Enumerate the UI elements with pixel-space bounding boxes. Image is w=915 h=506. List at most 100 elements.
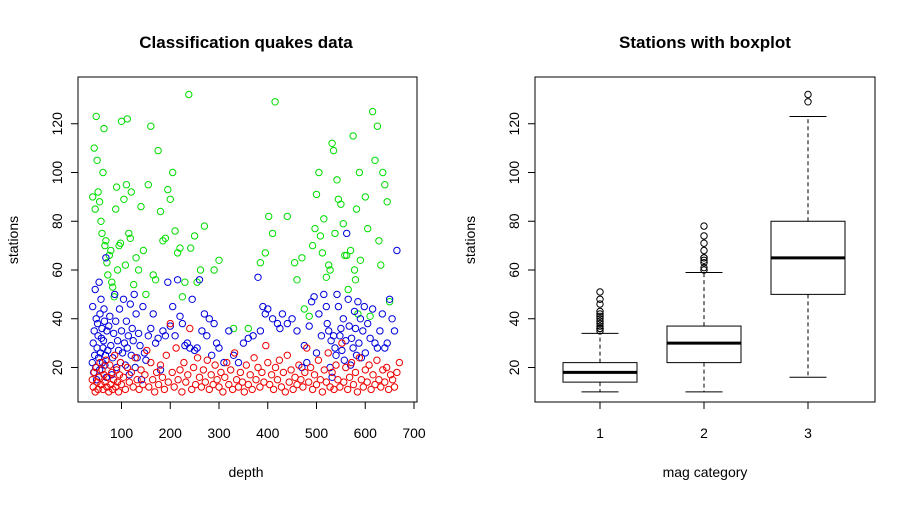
scatter-point: [151, 388, 159, 396]
scatter-point: [147, 324, 155, 333]
scatter-point: [208, 351, 216, 359]
scatter-point: [300, 305, 308, 313]
boxplot-y-tick-label: 100: [506, 161, 522, 185]
scatter-point: [225, 380, 233, 389]
scatter-point: [100, 371, 108, 379]
boxplot-panel: Stations with boxplot 1 2 3 20 40 60 80 100 120…: [462, 33, 876, 480]
scatter-point: [352, 205, 361, 213]
scatter-point: [250, 354, 258, 362]
scatter-point: [357, 354, 366, 362]
scatter-point: [262, 341, 270, 350]
scatter-point: [147, 122, 155, 130]
scatter-y-axis: 20 40 60 80 100 120: [49, 112, 79, 375]
scatter-point: [103, 327, 111, 335]
scatter-y-label: stations: [5, 216, 21, 264]
scatter-point: [303, 358, 311, 367]
scatter-point: [188, 295, 196, 303]
outlier-point: [804, 98, 812, 106]
scatter-point: [133, 354, 141, 362]
scatter-point: [164, 378, 173, 386]
boxplot-boxes: [562, 90, 846, 393]
scatter-point: [239, 339, 248, 347]
scatter-point: [110, 376, 118, 384]
scatter-point: [112, 205, 120, 213]
scatter-point: [134, 266, 143, 274]
outlier-point: [700, 232, 708, 240]
scatter-point: [90, 368, 98, 377]
scatter-point: [176, 312, 184, 320]
scatter-point: [322, 273, 330, 281]
scatter-point: [137, 202, 145, 211]
scatter-point: [205, 315, 214, 323]
scatter-point: [325, 261, 333, 269]
scatter-point: [367, 385, 375, 394]
outlier-point: [596, 317, 604, 325]
scatter-point: [98, 366, 106, 374]
scatter-point: [106, 361, 114, 369]
scatter-point: [215, 344, 223, 352]
scatter-point: [339, 220, 347, 228]
scatter-point: [310, 293, 318, 301]
scatter-point: [326, 383, 334, 391]
scatter-point: [230, 349, 239, 357]
scatter-point: [359, 383, 367, 391]
scatter-point: [268, 229, 277, 238]
scatter-point: [366, 312, 374, 320]
scatter-point: [361, 349, 369, 357]
scatter-point: [123, 363, 132, 372]
scatter-point: [279, 368, 288, 377]
scatter-point: [93, 344, 101, 352]
outlier-point: [596, 310, 604, 318]
scatter-point: [169, 302, 177, 311]
scatter-point: [333, 290, 341, 299]
scatter-point: [170, 383, 178, 391]
scatter-point: [337, 324, 345, 333]
scatter-point: [123, 115, 132, 123]
scatter-point: [340, 378, 348, 386]
scatter-point: [368, 107, 377, 116]
scatter-point: [133, 376, 141, 384]
outlier-point: [700, 222, 708, 230]
scatter-point: [283, 212, 291, 221]
scatter-point: [132, 254, 140, 262]
scatter-point: [371, 156, 379, 165]
scatter-point: [137, 366, 145, 374]
scatter-point: [375, 237, 383, 245]
scatter-point: [373, 344, 382, 352]
scatter-point: [200, 310, 209, 318]
scatter-point: [354, 298, 362, 306]
scatter-point: [127, 188, 136, 196]
scatter-point: [115, 305, 124, 313]
scatter-point: [390, 383, 399, 391]
scatter-point: [123, 344, 132, 352]
boxplot-y-tick-label: 120: [506, 112, 522, 136]
scatter-point: [345, 373, 354, 381]
scatter-point: [90, 327, 98, 335]
scatter-point: [210, 266, 218, 274]
scatter-x-axis: 100 200 300 400 500 600 700: [110, 401, 426, 441]
scatter-point: [134, 329, 143, 338]
boxplot-y-axis: 20 40 60 80 100 120: [506, 112, 536, 375]
scatter-point: [355, 168, 364, 177]
scatter-point: [197, 383, 206, 391]
scatter-point: [326, 266, 334, 274]
scatter-point: [213, 376, 221, 384]
scatter-point: [113, 378, 122, 386]
scatter-point: [141, 371, 149, 379]
scatter-point: [136, 341, 144, 350]
scatter-point: [112, 363, 121, 372]
scatter-title: Classification quakes data: [139, 33, 353, 52]
scatter-point: [254, 363, 262, 372]
scatter-point: [285, 378, 293, 386]
scatter-point: [277, 383, 286, 391]
scatter-point: [356, 315, 365, 323]
scatter-point: [101, 241, 109, 250]
scatter-point: [186, 324, 194, 333]
scatter-point: [347, 334, 356, 342]
scatter-point: [195, 373, 204, 381]
scatter-point: [193, 278, 201, 286]
scatter-point: [154, 146, 162, 155]
scatter-point: [121, 261, 130, 269]
scatter-point: [120, 195, 128, 204]
scatter-point: [379, 366, 387, 374]
